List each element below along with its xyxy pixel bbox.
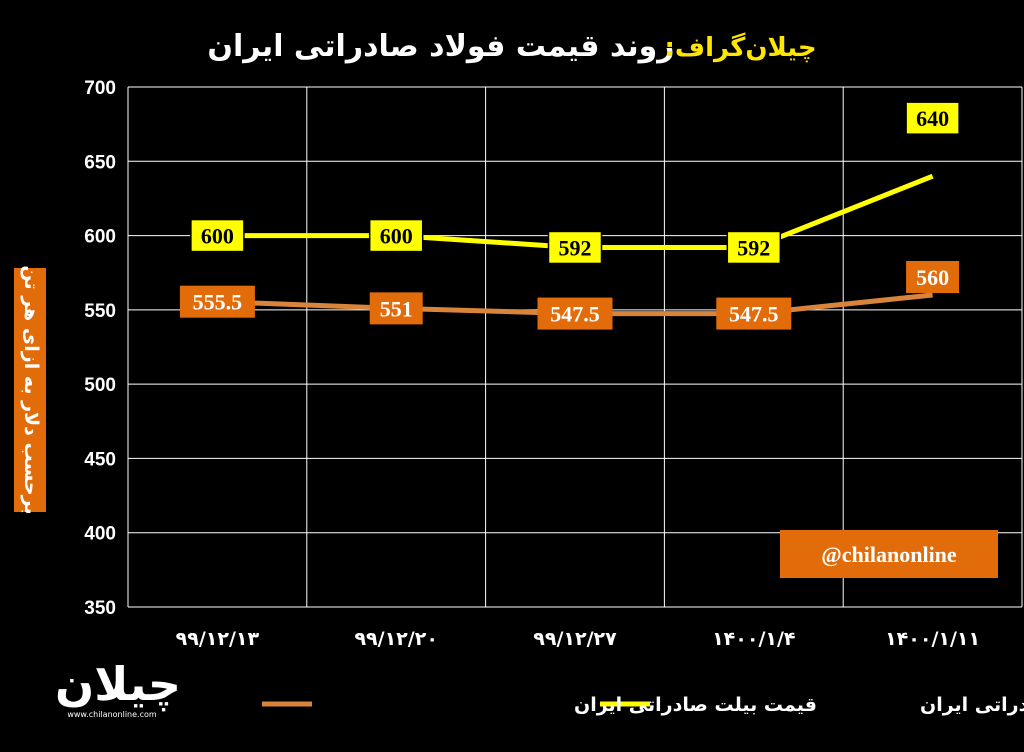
data-label-text: 592 [559,235,592,260]
logo: چیلان www.chilanonline.com [55,657,181,719]
legend-item-1: قیمت بیلت صادراتی ایران [262,694,817,716]
data-label-text: 640 [916,106,949,131]
x-tick-label: ۹۹/۱۲/۲۰ [354,628,437,650]
y-tick-label: 550 [84,301,116,322]
chart-title: روند قیمت فولاد صادراتی ایران [207,29,674,64]
y-tick-label: 400 [84,524,116,545]
y-axis-label-text: برحسب دلار به ازای هر تن [20,265,42,514]
data-label-box [716,297,792,330]
y-axis-label: برحسب دلار به ازای هر تن [14,265,46,515]
legend-item-0: قیمت اسلب صادراتی ایران [600,694,1024,716]
data-label-box [537,297,613,330]
logo-url: www.chilanonline.com [67,710,157,719]
legend-label: قیمت بیلت صادراتی ایران [574,694,817,716]
data-label-box [368,218,424,253]
x-tick-label: ۹۹/۱۲/۲۷ [533,628,617,650]
data-label-text: 600 [201,224,234,249]
data-label-0-4: 640 [905,101,960,135]
data-label-text: 551 [380,296,413,321]
series-data-labels: 600 600 592 592 640 555.5 551 547.5 547.5 560 [179,101,960,330]
watermark-handle: @chilanonline [780,530,998,578]
data-label-box [906,261,960,293]
data-label-1-0: 555.5 [179,285,255,318]
data-label-box [179,285,255,318]
data-label-text: 600 [380,224,413,249]
x-axis-ticks: ۹۹/۱۲/۱۳ ۹۹/۱۲/۲۰ ۹۹/۱۲/۲۷ ۱۴۰۰/۱/۴ ۱۴۰۰/۱/۱… [176,628,980,650]
data-label-1-2: 547.5 [537,297,613,330]
x-tick-label: ۱۴۰۰/۱/۱۱ [885,628,980,650]
y-tick-label: 500 [84,375,116,396]
data-label-text: 592 [737,235,770,260]
data-label-text: 547.5 [729,302,779,327]
data-label-0-1: 600 [368,218,424,253]
data-label-text: 560 [916,265,949,290]
data-label-box [726,230,782,265]
data-label-0-0: 600 [190,218,245,253]
data-label-text: 555.5 [193,290,243,315]
grid-lines [127,86,1023,608]
x-tick-label: ۹۹/۱۲/۱۳ [176,628,260,650]
x-tick-label: ۱۴۰۰/۱/۴ [712,628,795,650]
y-tick-label: 450 [84,449,116,470]
watermark-handle-text: @chilanonline [821,542,957,567]
data-label-text: 547.5 [550,302,600,327]
legend-label: قیمت اسلب صادراتی ایران [920,694,1024,716]
logo-wordmark: چیلان [55,657,181,712]
data-label-1-1: 551 [369,292,423,325]
data-label-0-3: 592 [726,230,782,265]
y-axis-label-box [14,268,46,512]
data-label-box [547,230,603,265]
data-label-box [369,292,423,325]
legend: قیمت اسلب صادراتی ایران قیمت بیلت صادراتی… [262,694,1024,716]
watermark-handle-box [780,530,998,578]
chart-title-group: چیلان‌گراف:روند قیمت فولاد صادراتی ایران [207,29,816,64]
y-tick-label: 600 [84,227,116,248]
chart-title-brand: چیلان‌گراف: [665,32,817,63]
data-label-box [190,218,245,253]
data-label-1-3: 547.5 [716,297,792,330]
data-label-0-2: 592 [547,230,603,265]
data-label-1-4: 560 [906,261,960,293]
y-tick-label: 650 [84,152,116,173]
data-label-box [905,101,960,135]
y-tick-label: 350 [84,598,116,619]
y-tick-label: 700 [84,78,116,99]
y-axis-ticks: 350 400 450 500 550 600 650 700 [84,78,116,619]
